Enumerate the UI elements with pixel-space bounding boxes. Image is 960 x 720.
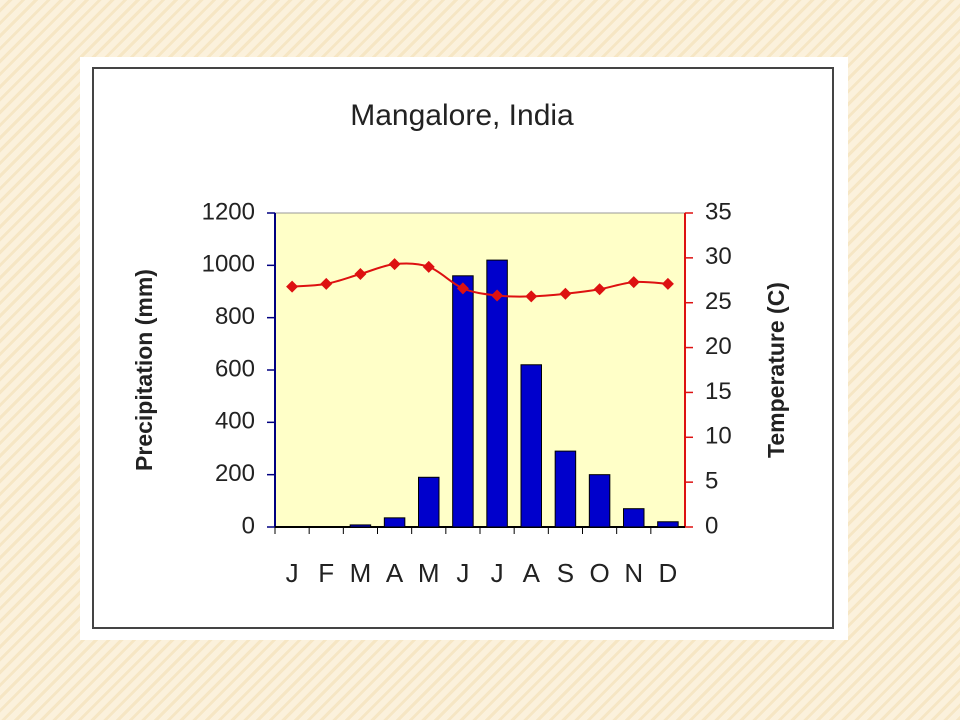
y-tick-label: 800 — [215, 303, 255, 330]
temperature-marker — [388, 258, 401, 271]
y-tick-label: 1200 — [202, 198, 255, 225]
x-tick-label: A — [386, 558, 404, 588]
temperature-marker — [627, 276, 640, 289]
y2-tick-label: 30 — [705, 243, 732, 270]
x-tick-label: S — [557, 558, 574, 588]
bar — [554, 450, 577, 528]
y-tick-label: 400 — [215, 408, 255, 435]
bar — [486, 259, 508, 528]
bar — [588, 474, 611, 528]
bar — [623, 508, 645, 528]
temperature-marker — [320, 277, 333, 290]
y2-tick-label: 15 — [705, 378, 732, 405]
x-tick-label: F — [318, 558, 334, 588]
temperature-marker — [593, 283, 606, 296]
bar — [452, 275, 474, 528]
temperature-marker — [559, 287, 572, 300]
chart-title: Mangalore, India — [350, 99, 574, 132]
bar — [520, 364, 542, 528]
temperature-marker — [422, 260, 435, 273]
y2-tick-label: 0 — [705, 512, 718, 539]
frame — [92, 67, 834, 629]
x-tick-label: M — [350, 558, 372, 588]
y2-tick-label: 10 — [705, 423, 732, 450]
y2-tick-label: 5 — [705, 467, 718, 494]
temperature-marker — [661, 277, 674, 290]
temperature-marker — [354, 268, 367, 281]
bar — [383, 517, 406, 528]
y2-tick-label: 20 — [705, 333, 732, 360]
bar — [418, 476, 440, 528]
y-tick-label: 0 — [242, 512, 255, 539]
y-tick-label: 600 — [215, 355, 255, 382]
y-tick-label: 1000 — [202, 251, 255, 278]
x-tick-label: O — [589, 558, 609, 588]
x-tick-label: D — [659, 558, 678, 588]
y-axis-label: Precipitation (mm) — [131, 269, 157, 471]
y2-tick-label: 25 — [705, 288, 732, 315]
bar — [657, 521, 679, 528]
x-tick-label: J — [491, 558, 504, 588]
plot-area — [274, 212, 686, 528]
temperature-marker — [286, 280, 299, 293]
temperature-marker — [456, 282, 469, 295]
x-tick-label: N — [624, 558, 643, 588]
x-tick-label: A — [523, 558, 541, 588]
y2-axis-label: Temperature (C) — [763, 282, 789, 458]
temperature-marker — [525, 290, 538, 303]
temperature-marker — [491, 289, 504, 302]
y-tick-label: 200 — [215, 460, 255, 487]
y2-tick-label: 35 — [705, 198, 732, 225]
x-tick-label: J — [456, 558, 469, 588]
x-tick-label: J — [286, 558, 299, 588]
x-tick-label: M — [418, 558, 440, 588]
bar — [349, 524, 372, 528]
